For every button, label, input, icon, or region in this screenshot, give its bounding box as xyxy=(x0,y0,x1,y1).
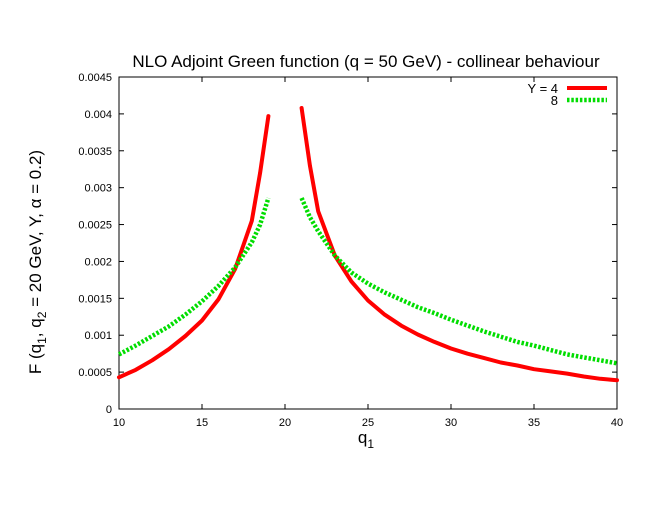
x-axis-label-main: q xyxy=(358,428,367,447)
y-tick-label: 0.004 xyxy=(84,109,112,121)
x-tick-label: 15 xyxy=(196,417,208,429)
series-layer xyxy=(117,106,619,383)
series-line-segment xyxy=(299,197,618,366)
x-tick-label: 40 xyxy=(611,417,623,429)
series-line-segment xyxy=(117,197,271,357)
y-axis-label-part: 2 xyxy=(35,311,49,318)
legend: Y = 48 xyxy=(528,81,607,108)
y-axis-label-part: F (q xyxy=(26,344,45,374)
y-axis-label: F (q1, q2 = 20 GeV, Y, α = 0.2) xyxy=(26,150,49,374)
chart-title: NLO Adjoint Green function (q = 50 GeV) … xyxy=(132,52,600,71)
y-tick-label: 0.001 xyxy=(84,330,112,342)
y-tick-label: 0.0015 xyxy=(78,293,112,305)
x-tick-label: 10 xyxy=(113,417,125,429)
y-tick-label: 0.0045 xyxy=(78,72,112,84)
y-tick-label: 0.0035 xyxy=(78,146,112,158)
x-axis-ticks: 10 15 20 25 30 35 40 xyxy=(113,77,623,429)
x-tick-label: 30 xyxy=(445,417,457,429)
legend-label: Y = 4 xyxy=(528,81,558,96)
y-tick-label: 0.0005 xyxy=(78,367,112,379)
y-axis-label-part: 1 xyxy=(35,337,49,344)
x-axis-label-sub: 1 xyxy=(367,437,374,451)
x-axis-label: q1 xyxy=(358,428,374,451)
series-line-segment xyxy=(117,114,271,380)
x-tick-label: 25 xyxy=(362,417,374,429)
y-axis-ticks: 0 0.0005 0.001 0.0015 0.002 0.0025 0.003 0.0035… xyxy=(78,72,617,416)
x-tick-label: 35 xyxy=(528,417,540,429)
legend-label: 8 xyxy=(551,93,558,108)
y-tick-label: 0.003 xyxy=(84,183,112,195)
x-tick-label: 20 xyxy=(279,417,291,429)
y-tick-label: 0 xyxy=(106,404,112,416)
y-axis-label-part: = 20 GeV, Y, α = 0.2) xyxy=(26,150,45,312)
series-y8 xyxy=(117,197,618,366)
series-y4 xyxy=(117,106,619,383)
y-tick-label: 0.002 xyxy=(84,256,112,268)
y-axis-label-part: , q xyxy=(26,318,45,337)
series-line-segment xyxy=(299,106,619,383)
y-tick-label: 0.0025 xyxy=(78,220,112,232)
